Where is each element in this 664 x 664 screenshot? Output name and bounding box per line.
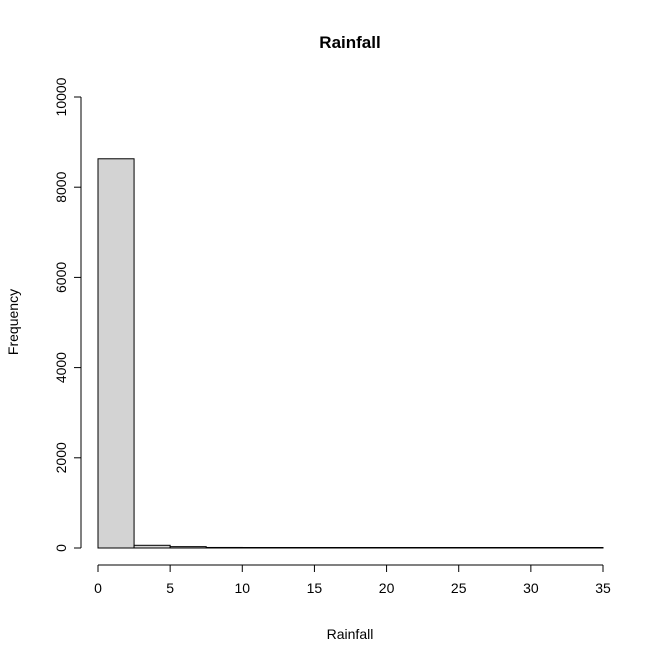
y-tick-label: 10000	[53, 77, 69, 116]
y-tick-label: 0	[53, 544, 69, 552]
x-tick-label: 30	[523, 580, 539, 596]
histogram-bar	[530, 547, 568, 549]
histogram-bar	[205, 546, 243, 549]
y-tick-label: 6000	[53, 262, 69, 293]
histogram-bar	[494, 547, 532, 549]
histogram-bar	[241, 547, 279, 549]
histogram-bar	[97, 158, 135, 549]
histogram-bar	[277, 547, 315, 549]
x-tick-label: 5	[166, 580, 174, 596]
histogram-bar	[133, 544, 171, 549]
chart-title: Rainfall	[319, 33, 380, 52]
x-axis-label: Rainfall	[327, 626, 374, 642]
x-tick-label: 20	[379, 580, 395, 596]
x-tick-label: 15	[307, 580, 323, 596]
histogram-bar	[169, 546, 207, 549]
y-axis: 0 2000 4000 6000 8000 10000	[53, 77, 82, 552]
bars-group	[97, 158, 604, 549]
y-tick-label: 8000	[53, 171, 69, 202]
histogram-bar	[313, 547, 351, 549]
y-tick-label: 4000	[53, 352, 69, 383]
x-axis: 0 5 10 15 20 25 30 35	[94, 564, 611, 596]
histogram-bar	[350, 547, 388, 549]
x-tick-label: 35	[595, 580, 611, 596]
y-tick-label: 2000	[53, 442, 69, 473]
x-tick-label: 0	[94, 580, 102, 596]
histogram-bar	[458, 547, 496, 549]
histogram-bar	[386, 547, 424, 549]
histogram-bar	[422, 547, 460, 549]
y-axis-label: Frequency	[5, 289, 21, 355]
x-tick-label: 10	[234, 580, 250, 596]
x-tick-label: 25	[451, 580, 467, 596]
histogram-bar	[566, 547, 604, 549]
